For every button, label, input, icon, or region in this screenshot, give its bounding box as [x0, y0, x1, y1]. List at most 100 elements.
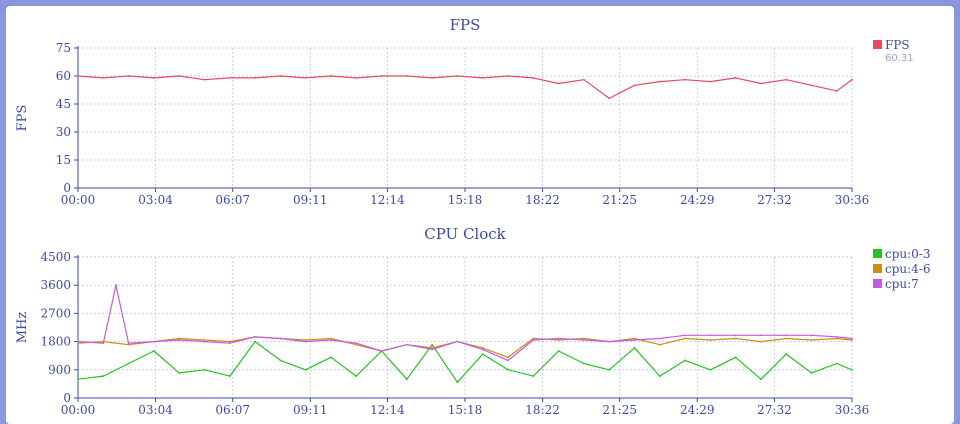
chart2-series-3-point [785, 334, 788, 337]
chart2-series-line-1 [77, 341, 853, 383]
chart1-series-1-point [760, 82, 762, 85]
chart2-series-2-point [709, 339, 712, 341]
chart2-series-2-point [557, 339, 560, 341]
chart2-series-1-point [178, 372, 181, 374]
chart1-series-1-point [734, 76, 737, 79]
chart1-legend-label: FPS [885, 38, 910, 52]
chart2-series-1-point [355, 375, 358, 377]
chart2-xtick-label: 24:29 [680, 403, 715, 417]
chart2-xtick-label: 00:00 [61, 403, 96, 417]
chart1-series-1-point [557, 82, 560, 85]
chart1-xtick-label: 30:36 [835, 193, 870, 207]
chart2-series-1-point [405, 378, 408, 381]
chart1-series-1-point [835, 90, 838, 92]
chart2-series-1-point [152, 350, 155, 352]
chart2-series-2-point [481, 346, 484, 349]
chart2-series-1-point [507, 368, 509, 371]
chart1-xtick-label: 12:14 [370, 193, 405, 207]
chart2-series-3-point [582, 339, 585, 341]
chart2-series-2-point [228, 340, 231, 343]
chart2-ytick-label: 2700 [40, 306, 71, 320]
chart1-series-1-point [127, 75, 130, 77]
chart2-legend-swatch [873, 279, 882, 288]
chart2-series-3-point [127, 342, 130, 345]
chart1-series-1-point [582, 78, 585, 81]
chart2-series-2-point [507, 356, 509, 359]
chart2-ytick-label: 3600 [40, 278, 71, 292]
chart1-series-1-point [279, 75, 282, 77]
chart2-legend-swatch [873, 264, 882, 273]
chart-panel: FPS 0 15 30 45 60 75 00:00 03:04 06:07 09:11 12:14 1… [6, 6, 954, 424]
chart2-series-3-point [405, 343, 408, 346]
chart1-xtick-label: 03:04 [138, 193, 173, 207]
chart2-xtick-label: 06:07 [215, 403, 250, 417]
chart1-series-1-point [507, 75, 509, 77]
chart2-series-1-point [557, 350, 560, 352]
chart2-series-1-point [481, 353, 484, 356]
chart2-series-1-point [582, 362, 585, 365]
chart2-series-3-point [658, 337, 661, 340]
chart2-ytick-label: 0 [63, 391, 71, 405]
chart2-series-1-point [203, 368, 206, 371]
chart1-ytick-label: 45 [56, 97, 71, 111]
chart2-series-1-point [810, 372, 813, 374]
chart2-series-1-point [608, 368, 611, 371]
chart1-series-1-point [481, 76, 484, 79]
chart2-series-3-point [810, 334, 813, 337]
chart1-series-1-point [304, 76, 307, 79]
chart2-series-2-point [330, 337, 332, 340]
chart1-ytick-label: 60 [56, 69, 71, 83]
chart1-series-1-point [380, 75, 383, 77]
chart2-ytick-label: 900 [48, 363, 71, 377]
chart2-legend-label: cpu:7 [885, 277, 919, 291]
chart2-series-3-point [203, 340, 206, 343]
chart2-series-2-point [785, 337, 788, 340]
chart1-xtick-label: 21:25 [602, 193, 637, 207]
chart2-series-3-point [102, 342, 105, 345]
chart2-series-3-point [304, 340, 307, 343]
chart1-series-1-point [431, 76, 434, 79]
chart2-xtick-label: 21:25 [602, 403, 637, 417]
chart2-series-3-point [254, 336, 256, 338]
chart2-series-2-point [658, 343, 661, 346]
chart2-legend-label: cpu:4-6 [885, 262, 931, 276]
chart2-series-1-point [228, 375, 231, 377]
chart2-series-1-point [760, 378, 762, 381]
chart2-series-1-point [684, 359, 686, 362]
chart1-series-1-point [658, 80, 661, 83]
chart2-series-3-point [851, 337, 853, 340]
chart2-series-3-point [279, 337, 282, 340]
chart2-series-3-point [633, 339, 636, 341]
chart1-series-1-point [851, 78, 853, 81]
chart2-series-1-point [304, 368, 307, 371]
chart2-series-1-point [330, 356, 332, 359]
chart2-series-3-point [481, 348, 484, 351]
chart2-series-3-point [355, 342, 358, 345]
chart2-series-2-point [760, 340, 762, 343]
chart1-series-1-point [608, 97, 611, 100]
chart2-legend-swatch [873, 249, 882, 258]
chart1-ytick-label: 75 [56, 41, 71, 55]
chart2-xtick-label: 15:18 [448, 403, 483, 417]
chart2-series-2-point [810, 339, 813, 341]
chart2-series-2-point [431, 346, 434, 349]
chart2-title: CPU Clock [424, 225, 506, 243]
chart1-series-1-point [456, 75, 459, 77]
chart2-series-2-point [77, 342, 79, 345]
chart2-series-line-2 [77, 336, 853, 358]
chart1-series-1-point [152, 76, 155, 79]
chart1-series-1-point [178, 75, 181, 77]
chart2-series-3-point [330, 339, 332, 341]
chart2-series-1-point [835, 362, 838, 365]
chart1-series-1-point [405, 75, 408, 77]
chart2-series-2-point [355, 343, 358, 346]
chart1-series-1-point [355, 76, 358, 79]
chart2-series-3-point [228, 342, 231, 345]
chart2-xtick-label: 27:32 [757, 403, 792, 417]
chart1-xtick-label: 18:22 [525, 193, 560, 207]
chart1-xtick-label: 15:18 [448, 193, 483, 207]
chart2-series-1-point [851, 368, 853, 371]
chart1-y-axis-label: FPS [15, 105, 30, 132]
chart2-series-2-point [203, 339, 206, 341]
chart2-series-3-point [557, 337, 560, 340]
